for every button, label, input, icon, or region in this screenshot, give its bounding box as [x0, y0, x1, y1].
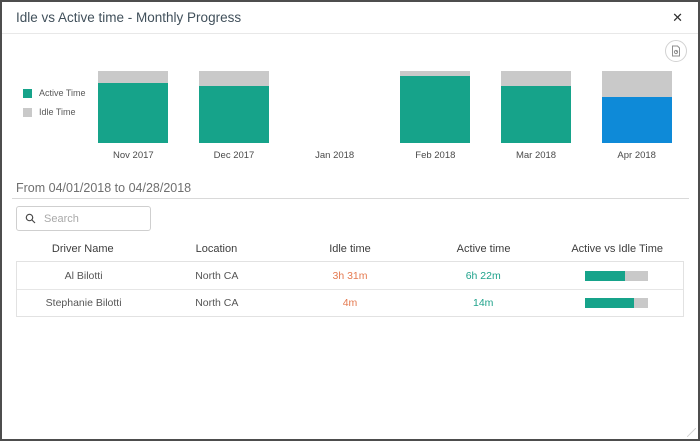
idle-time-segment	[601, 71, 672, 97]
chart-bar-feb-2018[interactable]: Feb 2018	[385, 71, 486, 161]
chart-bar-apr-2018[interactable]: Apr 2018	[586, 71, 687, 161]
active-vs-idle-bar	[584, 270, 648, 281]
active-time-segment	[199, 86, 269, 143]
bar-chart-slots: Nov 2017 Dec 2017 Jan 2018 Feb 2018 Mar 2018…	[83, 71, 687, 161]
x-axis-label: Apr 2018	[617, 150, 656, 161]
driver-name-cell: Al Bilotti	[64, 269, 103, 282]
idle-time-cell: 3h 31m	[332, 269, 368, 282]
x-axis-label: Nov 2017	[113, 150, 154, 161]
table-header-row: Driver Name Location Idle time Active ti…	[16, 240, 684, 258]
active-time-cell: 6h 22m	[465, 269, 501, 282]
driver-name-cell: Stephanie Bilotti	[45, 297, 122, 309]
search-input[interactable]	[42, 211, 142, 226]
export-document-icon	[670, 45, 682, 57]
legend-item-idle-time[interactable]: Idle Time	[23, 107, 86, 117]
column-header-location: Location	[195, 243, 238, 255]
table-body: Al Bilotti North CA 3h 31m 6h 22m Stepha…	[16, 261, 684, 317]
legend-item-active-time[interactable]: Active Time	[23, 88, 86, 98]
active-time-swatch-icon	[23, 88, 32, 98]
location-cell: North CA	[195, 297, 239, 309]
date-range-label: From 04/01/2018 to 04/28/2018	[16, 181, 192, 195]
column-header-driver-name: Driver Name	[51, 243, 114, 255]
drivers-table: Driver Name Location Idle time Active ti…	[16, 240, 684, 317]
active-portion	[584, 298, 635, 308]
x-axis-label: Jan 2018	[315, 150, 355, 161]
active-time-segment	[400, 76, 471, 143]
export-report-button[interactable]	[665, 40, 687, 62]
chart-bar-jan-2018[interactable]: Jan 2018	[284, 71, 385, 161]
legend-label: Idle Time	[39, 107, 76, 117]
active-vs-idle-bar	[584, 298, 648, 308]
chart-legend: Active Time Idle Time	[23, 88, 86, 126]
location-cell: North CA	[195, 269, 239, 282]
table-row[interactable]: Al Bilotti North CA 3h 31m 6h 22m	[17, 262, 683, 289]
idle-time-swatch-icon	[23, 107, 32, 117]
column-header-active-time: Active time	[456, 243, 511, 255]
active-vs-idle-cell	[550, 298, 683, 308]
close-button[interactable]: ✕	[672, 10, 683, 25]
active-time-cell: 14m	[472, 297, 494, 309]
monthly-stacked-bar-chart: Nov 2017 Dec 2017 Jan 2018 Feb 2018 Mar 2018…	[83, 71, 687, 161]
active-portion	[584, 270, 626, 281]
chart-bar-mar-2018[interactable]: Mar 2018	[486, 71, 587, 161]
active-time-segment	[501, 86, 572, 143]
search-icon	[25, 213, 36, 224]
legend-label: Active Time	[39, 88, 86, 98]
dialog-resize-handle[interactable]	[687, 428, 696, 437]
idle-time-segment	[98, 71, 169, 84]
section-divider	[12, 198, 689, 199]
idle-time-segment	[501, 71, 572, 87]
page-title: Idle vs Active time - Monthly Progress	[16, 10, 242, 25]
idle-time-segment	[400, 71, 471, 77]
active-vs-idle-cell	[550, 270, 683, 281]
column-header-idle-time: Idle time	[329, 243, 371, 255]
table-row[interactable]: Stephanie Bilotti North CA 4m 14m	[17, 289, 683, 316]
x-axis-label: Mar 2018	[515, 150, 557, 161]
search-box	[16, 206, 151, 231]
column-header-active-vs-idle: Active vs Idle Time	[571, 243, 664, 255]
dialog-titlebar: Idle vs Active time - Monthly Progress ✕	[2, 2, 698, 34]
idle-time-cell: 4m	[342, 297, 358, 309]
active-time-segment	[98, 83, 169, 143]
idle-time-segment	[199, 71, 269, 87]
chart-bar-nov-2017[interactable]: Nov 2017	[83, 71, 184, 161]
active-time-segment	[601, 96, 672, 143]
chart-bar-dec-2017[interactable]: Dec 2017	[184, 71, 285, 161]
x-axis-label: Dec 2017	[213, 150, 255, 161]
x-axis-label: Feb 2018	[415, 150, 456, 161]
